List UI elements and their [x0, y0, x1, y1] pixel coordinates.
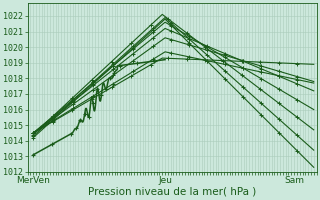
X-axis label: Pression niveau de la mer( hPa ): Pression niveau de la mer( hPa ): [88, 187, 256, 197]
